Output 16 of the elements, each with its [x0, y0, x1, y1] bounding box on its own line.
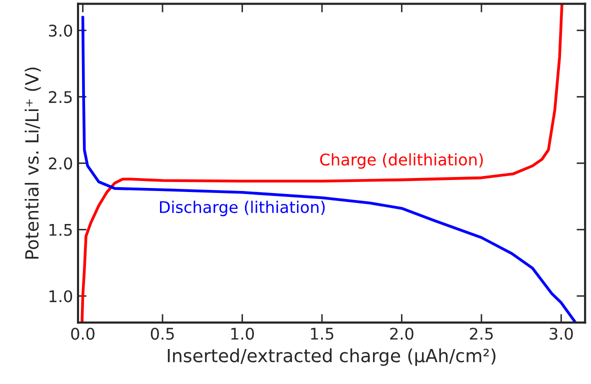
- y-axis-title: Potential vs. Li/Li⁺ (V): [24, 68, 41, 259]
- x-axis-title: Inserted/extracted charge (µAh/cm²): [168, 348, 496, 366]
- y-tick-label: 3.0: [48, 24, 72, 37]
- x-tick-label: 0.5: [150, 328, 174, 340]
- x-tick-label: 1.0: [231, 328, 254, 340]
- x-tick-label: 3.0: [550, 328, 573, 340]
- x-tick-label: 0.0: [71, 328, 94, 340]
- x-tick-label: 2.0: [390, 328, 414, 340]
- y-tick-label: 2.5: [48, 91, 72, 104]
- series-label: Charge (delithiation): [320, 153, 483, 169]
- x-tick-label: 2.5: [470, 328, 493, 340]
- y-tick-label: 1.5: [50, 224, 72, 236]
- y-tick-label: 1.0: [50, 290, 72, 302]
- y-tick-label: 2.0: [48, 157, 72, 170]
- series-label: Discharge (lithiation): [160, 200, 325, 216]
- x-tick-label: 1.5: [311, 328, 334, 340]
